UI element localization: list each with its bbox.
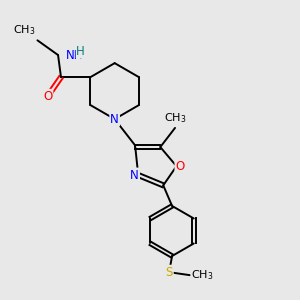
Text: N: N (130, 169, 139, 182)
Text: CH$_3$: CH$_3$ (14, 23, 36, 37)
Text: N: N (110, 112, 119, 126)
Text: O: O (43, 90, 52, 103)
Text: H: H (76, 45, 85, 58)
Text: CH$_3$: CH$_3$ (191, 268, 214, 282)
Text: CH$_3$: CH$_3$ (164, 111, 186, 125)
Text: NH: NH (66, 49, 84, 62)
Text: S: S (166, 266, 173, 279)
Text: O: O (176, 160, 185, 173)
